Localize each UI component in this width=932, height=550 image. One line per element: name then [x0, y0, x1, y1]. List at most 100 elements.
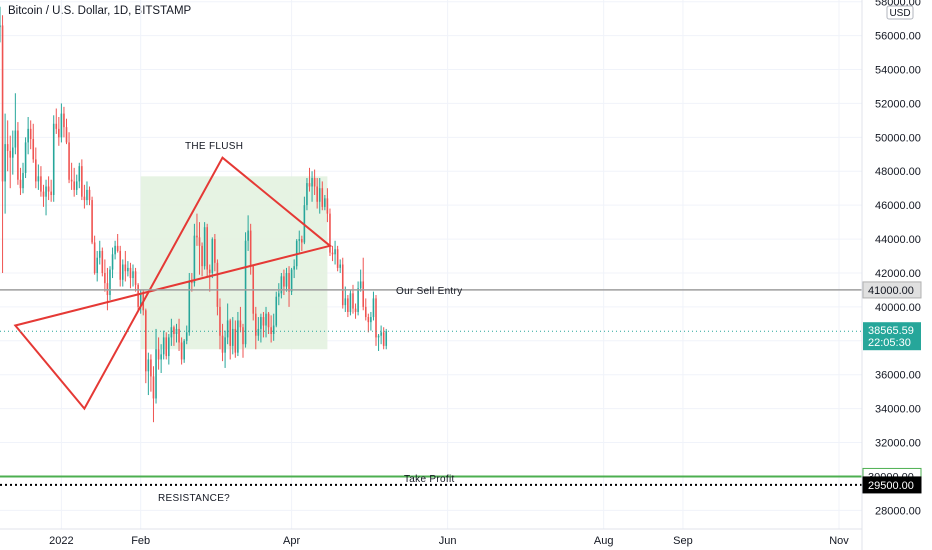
candle-body: [283, 276, 285, 287]
candle-body: [58, 128, 60, 138]
candle-body: [242, 327, 244, 345]
x-tick-label: Nov: [829, 535, 849, 547]
candle-body: [83, 196, 86, 201]
candle-body: [301, 239, 303, 243]
candle-body: [180, 342, 183, 360]
candle-body: [331, 252, 334, 255]
candle-body: [237, 320, 239, 353]
candle-body: [364, 306, 367, 318]
candle-body: [124, 264, 127, 272]
y-tick-label: 34000.00: [875, 404, 921, 416]
candle-body: [24, 142, 27, 173]
candle-body: [306, 183, 308, 206]
candle-body: [219, 306, 221, 336]
candle-body: [359, 281, 362, 289]
resistance-badge-text: 29500.00: [868, 480, 914, 492]
candle-body: [114, 245, 116, 255]
resistance-badge: [862, 476, 922, 494]
candle-body: [214, 239, 216, 263]
x-tick-label: 2022: [49, 535, 73, 547]
candle-body: [372, 298, 375, 318]
candle-body: [145, 310, 147, 372]
y-tick-label: 58000.00: [875, 0, 921, 9]
candle-body: [86, 189, 88, 201]
candle-body: [4, 144, 6, 182]
candle-body: [229, 320, 232, 346]
candle-body: [326, 198, 329, 214]
candle-body: [336, 249, 339, 268]
y-tick-label: 56000.00: [875, 31, 921, 43]
candle-body: [81, 166, 83, 197]
candle-body: [352, 293, 354, 309]
candle-body: [152, 376, 155, 399]
candle-body: [385, 331, 388, 346]
currency-badge[interactable]: USD: [886, 5, 914, 20]
y-tick-label: 44000.00: [875, 234, 921, 246]
the-flush-label: THE FLUSH: [185, 141, 243, 152]
candle-body: [45, 186, 47, 197]
candle-body: [260, 317, 262, 329]
candle-body: [27, 128, 29, 143]
take-profit-label: Take Profit: [404, 474, 455, 485]
candle-body: [162, 337, 165, 355]
y-tick-label: 28000.00: [875, 505, 921, 517]
candle-body: [354, 308, 357, 312]
candle-body: [17, 130, 19, 180]
candle-body: [88, 189, 91, 201]
candle-body: [98, 250, 101, 258]
candle-body: [14, 130, 17, 148]
y-tick-label: 32000.00: [875, 438, 921, 450]
candle-body: [377, 335, 380, 338]
candle-body: [37, 176, 40, 182]
candle-body: [0, 25, 1, 28]
candle-body: [201, 245, 203, 267]
candle-body: [147, 359, 150, 372]
candle-body: [280, 276, 283, 294]
candle-body: [60, 113, 63, 138]
candle-body: [308, 183, 311, 187]
candle-body: [111, 254, 114, 270]
candle-body: [311, 178, 313, 187]
candle-body: [178, 328, 180, 343]
candle-body: [185, 332, 188, 341]
candle-body: [19, 179, 22, 189]
candle-body: [313, 178, 316, 187]
candle-body: [380, 332, 382, 336]
x-tick-label: Feb: [131, 535, 150, 547]
countdown-text: 22:05:30: [868, 337, 911, 349]
candle-body: [290, 269, 293, 292]
candle-body: [93, 242, 96, 273]
candle-body: [344, 298, 347, 306]
candle-body: [270, 327, 272, 335]
candle-body: [150, 359, 152, 377]
sell-entry-label: Our Sell Entry: [396, 286, 462, 297]
candle-body: [55, 123, 58, 129]
candle-body: [116, 245, 119, 251]
candle-body: [70, 179, 73, 182]
currency-label: USD: [889, 8, 910, 19]
consolidation-zone: [140, 176, 328, 350]
candle-body: [362, 281, 365, 307]
candle-body: [247, 230, 249, 241]
candle-body: [262, 317, 265, 326]
candle-body: [239, 320, 242, 328]
candle-body: [96, 257, 98, 273]
candle-body: [298, 239, 301, 241]
candle-body: [68, 142, 70, 180]
candle-body: [188, 281, 191, 333]
time-axis[interactable]: 2022 Feb Apr Jun Aug Sep Nov: [49, 535, 849, 547]
candle-body: [316, 186, 318, 202]
candle-body: [35, 159, 37, 182]
candle-body: [65, 127, 68, 143]
price-axis[interactable]: 28000.0030000.0032000.0034000.0036000.00…: [875, 0, 921, 517]
candle-body: [173, 327, 175, 335]
candle-body: [101, 250, 104, 273]
candle-body: [318, 188, 321, 202]
candle-body: [40, 176, 42, 192]
candle-body: [22, 172, 24, 189]
candle-body: [157, 349, 160, 360]
candle-body: [211, 239, 214, 273]
y-tick-label: 40000.00: [875, 302, 921, 314]
